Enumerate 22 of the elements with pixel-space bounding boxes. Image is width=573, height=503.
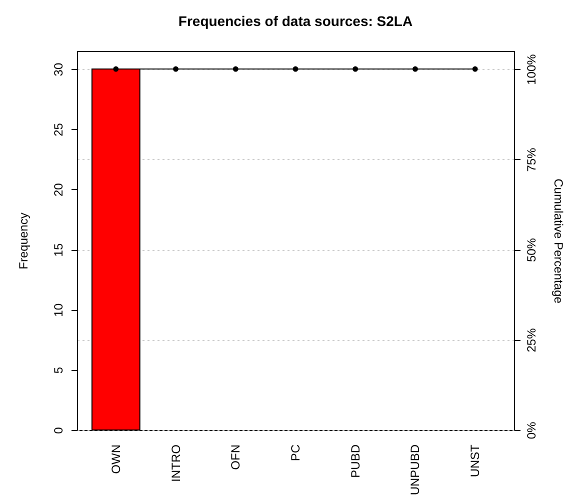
- y-tick-label: 20: [52, 182, 66, 197]
- y-tick-label: 30: [52, 62, 66, 76]
- y2-tick-label: 75%: [524, 147, 538, 172]
- x-tick-label: OFN: [228, 444, 243, 470]
- y-tick-label: 15: [52, 243, 66, 257]
- x-tick-label: UNST: [468, 444, 482, 478]
- x-tick-label: OWN: [108, 444, 123, 474]
- y2-tick-label: 0%: [524, 422, 538, 440]
- y2-axis-title: Cumulative Percentage: [552, 178, 566, 304]
- y-tick-label: 0: [52, 426, 66, 434]
- x-tick-label: PUBD: [348, 444, 362, 478]
- y-tick-label: 25: [52, 122, 66, 136]
- y2-tick-label: 50%: [524, 238, 538, 262]
- y-tick-label: 10: [52, 303, 66, 317]
- x-tick-label: INTRO: [168, 444, 183, 482]
- y-axis-title: Frequency: [16, 212, 30, 270]
- y-tick-label: 5: [52, 366, 66, 374]
- y2-tick-label: 100%: [524, 54, 538, 85]
- chart-title: Frequencies of data sources: S2LA: [178, 13, 413, 29]
- x-tick-label: UNPUBD: [408, 444, 422, 496]
- y2-tick-label: 25%: [524, 328, 538, 352]
- x-tick-label: PC: [288, 444, 302, 462]
